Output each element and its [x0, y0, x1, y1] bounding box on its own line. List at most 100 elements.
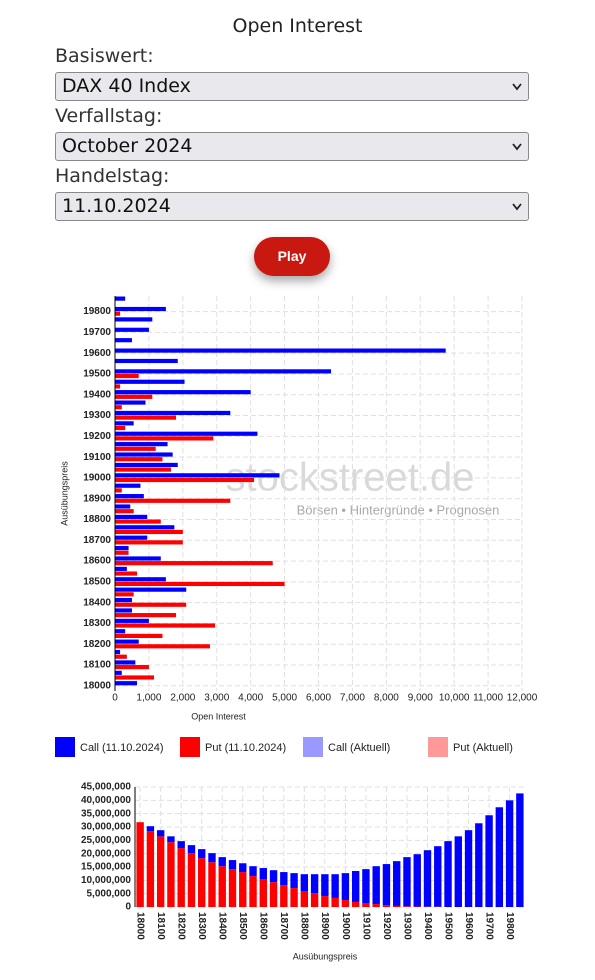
select[interactable]: 11.10.2024 — [55, 192, 529, 221]
bar — [115, 613, 177, 618]
x-tick-label: 18200 — [176, 912, 187, 940]
x-tick-label: 18400 — [217, 912, 228, 940]
bar — [115, 415, 177, 420]
field-label: Handelstag: — [55, 165, 170, 187]
bar — [413, 854, 421, 907]
bar — [115, 629, 126, 634]
bar — [115, 358, 178, 364]
bar — [269, 870, 278, 883]
x-tick-label: 18000 — [134, 912, 145, 940]
bar — [115, 410, 231, 416]
x-tick-label: 0 — [112, 693, 118, 704]
bar — [115, 608, 132, 613]
bar — [115, 338, 132, 343]
legend-label: Put (11.10.2024) — [205, 742, 286, 754]
legend-label: Call (Aktuell) — [328, 742, 390, 754]
x-tick-label: 5,000 — [272, 693, 297, 704]
bar — [115, 405, 122, 410]
y-tick-label: 18500 — [83, 576, 111, 587]
select[interactable]: October 2024 — [55, 132, 529, 161]
bar — [485, 815, 493, 907]
x-tick-label: 3,000 — [204, 693, 229, 704]
bar — [115, 348, 446, 353]
bar — [454, 836, 462, 907]
y-tick-label: 19200 — [83, 431, 111, 442]
bar — [198, 858, 206, 907]
bar — [208, 862, 216, 907]
bar — [115, 581, 285, 587]
y-tick-label: 18400 — [83, 597, 111, 608]
x-tick-label: 18800 — [299, 912, 310, 940]
x-tick-label: 19500 — [442, 912, 453, 940]
x-tick-label: 18500 — [237, 912, 248, 940]
bar — [115, 327, 149, 332]
bar — [505, 800, 514, 907]
bar — [115, 602, 187, 607]
bar — [115, 442, 168, 447]
bar — [372, 904, 380, 907]
x-axis-label: Open Interest — [191, 711, 246, 721]
bar — [115, 317, 153, 322]
x-tick-label: 18100 — [155, 912, 166, 940]
bar — [115, 623, 216, 628]
bar — [351, 901, 360, 907]
bar — [259, 868, 267, 879]
bar — [115, 477, 255, 483]
field-label: Verfallstag: — [55, 105, 163, 127]
arrow — [512, 143, 522, 151]
bar — [115, 556, 161, 561]
y-tick-label: 0 — [125, 902, 131, 913]
bar — [156, 836, 165, 907]
bar — [115, 394, 153, 399]
bar — [115, 566, 127, 571]
bar — [300, 891, 309, 907]
y-tick-label: 10,000,000 — [81, 875, 131, 886]
bar — [115, 379, 185, 384]
y-tick-label: 35,000,000 — [81, 808, 131, 819]
bar — [372, 866, 380, 905]
play-button[interactable]: Play — [254, 237, 330, 276]
bar — [403, 857, 411, 907]
bar — [187, 853, 196, 907]
bar — [115, 425, 126, 431]
y-tick-label: 18200 — [83, 639, 111, 650]
x-tick-label: 6,000 — [306, 693, 331, 704]
y-tick-label: 19500 — [83, 369, 111, 380]
bar — [341, 873, 350, 901]
y-tick-label: 19400 — [83, 389, 111, 400]
bar — [115, 649, 121, 655]
bar — [115, 545, 129, 551]
bar — [115, 633, 163, 639]
select-value: October 2024 — [62, 135, 193, 157]
y-tick-label: 19600 — [83, 348, 111, 359]
select[interactable]: DAX 40 Index — [55, 72, 529, 101]
bar — [115, 452, 173, 457]
x-tick-label: 10,000 — [439, 693, 470, 704]
bar — [115, 525, 175, 530]
bar — [115, 618, 149, 623]
bar — [115, 390, 251, 395]
bar — [444, 841, 452, 907]
y-tick-label: 30,000,000 — [81, 822, 131, 833]
bar — [280, 872, 288, 886]
bar — [115, 373, 139, 379]
bar — [475, 823, 483, 907]
bar — [177, 841, 185, 849]
bar — [516, 793, 524, 907]
y-tick-label: 18800 — [83, 514, 111, 525]
bar — [362, 903, 370, 907]
bar — [382, 864, 391, 906]
legend-swatch — [55, 737, 75, 757]
x-tick-label: 19000 — [340, 912, 351, 940]
bar — [115, 561, 273, 566]
bar — [136, 822, 144, 907]
bar — [208, 853, 216, 863]
select-value: 11.10.2024 — [62, 195, 171, 217]
bar — [115, 665, 149, 670]
bar — [146, 831, 155, 907]
bar — [290, 873, 298, 889]
legend-swatch — [180, 737, 200, 757]
bar — [115, 540, 183, 545]
bar — [464, 830, 473, 907]
y-tick-label: 40,000,000 — [81, 795, 131, 806]
